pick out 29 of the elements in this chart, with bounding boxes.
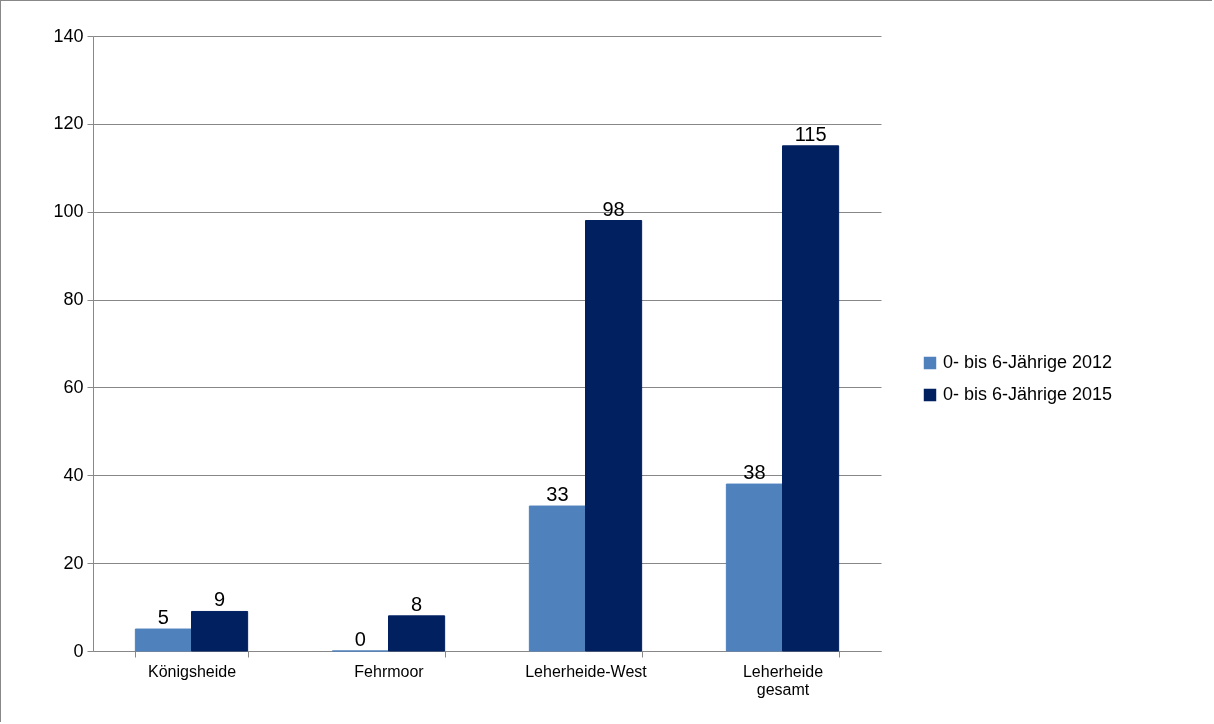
y-tick-label: 140 [53,25,84,46]
bar [134,628,192,652]
legend-label: 0- bis 6-Jährige 2012 [943,352,1113,372]
bar [585,220,643,652]
y-tick-label: 120 [53,113,84,134]
x-tick-label: Fehrmoor [354,662,425,680]
y-tick-label: 60 [63,376,84,397]
bar [191,610,249,652]
bar [782,145,840,652]
data-label: 38 [743,461,766,484]
x-tick-label: Leherheide gesamt [742,662,824,698]
data-label: 33 [546,483,569,506]
data-label: 9 [214,588,226,611]
data-label: 5 [157,606,169,629]
x-tick-label: Königsheide [147,662,237,680]
y-tick-label: 0 [73,640,84,661]
bar [388,615,446,652]
data-label: 0 [354,628,366,650]
x-tick-label: Leherheide-West [525,662,648,680]
y-tick-label: 20 [63,552,84,573]
bar [528,505,586,652]
data-label: 98 [602,197,625,220]
data-label: 115 [794,122,827,145]
data-label: 8 [411,592,423,615]
legend-label: 0- bis 6-Jährige 2015 [943,384,1113,404]
y-tick-label: 100 [53,201,84,222]
y-tick-label: 80 [63,289,84,310]
y-tick-label: 40 [63,464,84,485]
bar [725,483,783,652]
